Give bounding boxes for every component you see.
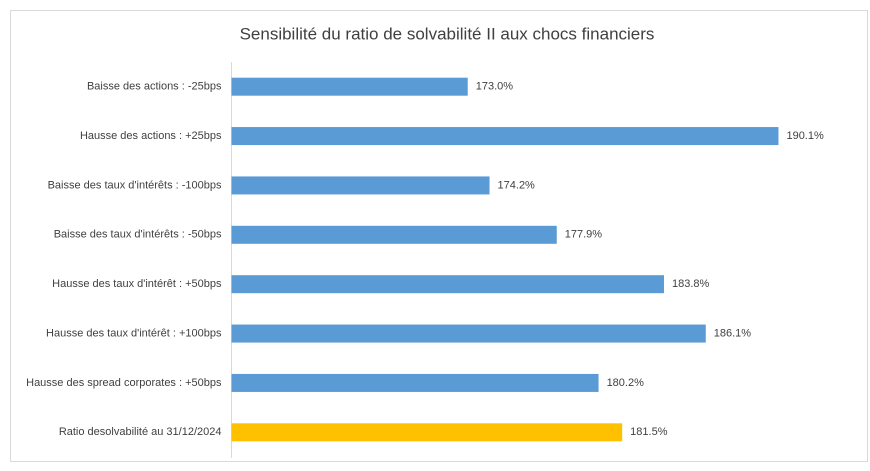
bar <box>231 373 599 392</box>
bar <box>231 77 468 96</box>
data-label: 186.1% <box>714 327 752 339</box>
category-label: Hausse des taux d'intérêt : +100bps <box>46 327 222 339</box>
data-label: 180.2% <box>607 377 645 389</box>
category-label: Baisse des actions : -25bps <box>87 81 222 93</box>
category-label: Baisse des taux d'intérêts : -50bps <box>54 229 222 241</box>
bar <box>231 275 664 294</box>
bar <box>231 225 557 244</box>
category-label: Ratio desolvabilité au 31/12/2024 <box>59 426 222 438</box>
bar <box>231 423 623 442</box>
bar <box>231 176 490 195</box>
category-label: Hausse des actions : +25bps <box>80 130 222 142</box>
chart-title: Sensibilité du ratio de solvabilité II a… <box>240 24 655 43</box>
category-label: Hausse des taux d'intérêt : +50bps <box>52 278 222 290</box>
data-label: 177.9% <box>565 229 603 241</box>
data-label: 190.1% <box>786 130 824 142</box>
data-label: 181.5% <box>630 426 668 438</box>
data-label: 174.2% <box>498 179 536 191</box>
category-label: Hausse des spread corporates : +50bps <box>26 377 222 389</box>
category-label: Baisse des taux d'intérêts : -100bps <box>48 179 222 191</box>
bar <box>231 127 779 146</box>
data-label: 183.8% <box>672 278 710 290</box>
data-label: 173.0% <box>476 81 514 93</box>
bar <box>231 324 706 343</box>
